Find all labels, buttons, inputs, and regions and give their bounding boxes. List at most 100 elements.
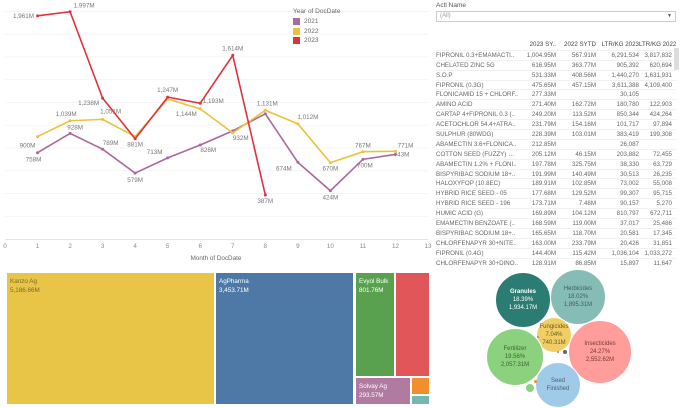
bubble-percent: 24.27% — [589, 349, 611, 355]
bubble-value: 1,934.17M — [508, 305, 538, 311]
cell-value: 115.42M — [572, 249, 596, 257]
cell-value: 325.75M — [571, 160, 596, 168]
table-scrollbar[interactable] — [674, 48, 679, 70]
cell-value: 118.70M — [572, 229, 596, 237]
cell-value: 567.91M — [571, 51, 596, 59]
table-row[interactable]: HALOXYFOP (10.8EC) 189.91M 102.85M 73,002 55… — [436, 178, 676, 188]
company-treemap: Kanzo Ag 5,186.66M AgPharma 3,453.71M Evyol … — [0, 268, 432, 407]
treemap-tile[interactable]: Solvay Ag 293.57M — [355, 377, 411, 405]
table-row[interactable]: CHLORFENAPYR 30+DINO.. 128.91M 86.85M 15,89… — [436, 257, 676, 268]
bubble-seed-finished[interactable]: Seed Finished — [535, 362, 581, 408]
data-point — [328, 189, 332, 193]
bubble-fungicides[interactable]: Fungicides 7.04% 740.31M — [536, 317, 572, 353]
chart-legend: Year of DocDate 2021 2022 2023 — [293, 8, 340, 46]
cell-value: 850,344 — [616, 111, 639, 119]
legend-swatch — [293, 18, 300, 26]
table-row[interactable]: EMAMECTIN BENZOATE (.. 168.59M 119.00M 37,0… — [436, 218, 676, 228]
table-row[interactable]: FIPRONIL (0.4G) 144.40M 115.42M 1,036,104 1,… — [436, 247, 676, 258]
treemap-tile[interactable] — [411, 395, 430, 405]
table-row[interactable]: COTTON SEED (FUZZY) KZ.. 205.12M 46.15M 203… — [436, 148, 676, 159]
col-ltr-kg-2022[interactable]: LTR/KG 2022 — [639, 41, 677, 48]
cell-value: 277.33M — [531, 91, 556, 99]
treemap-tile[interactable] — [395, 272, 430, 377]
x-tick-label: 3 — [101, 243, 105, 250]
small-bubble[interactable] — [534, 380, 537, 383]
data-point — [101, 147, 105, 151]
small-bubble[interactable] — [563, 350, 567, 354]
cell-value: 20,426 — [620, 239, 639, 247]
cell-value: 205.12M — [531, 150, 556, 158]
cell-value: 408.56M — [571, 71, 596, 79]
col-ltr-kg-2023[interactable]: LTR/KG 2023 — [601, 41, 639, 48]
treemap-tile[interactable]: AgPharma 3,453.71M — [215, 272, 354, 405]
cell-value: 38,330 — [620, 160, 639, 168]
table-row[interactable]: S.O.P 531.33M 408.56M 1,440,270 1,631,931 — [436, 69, 676, 80]
table-row[interactable]: CARTAP 4+FIPRONIL 0.3 (.. 249.20M 113.52M 8… — [436, 109, 676, 119]
product-name: S.O.P — [436, 71, 453, 79]
table-row[interactable]: CHLORFENAPYR 30+NITE.. 163.00M 233.79M 20,4… — [436, 237, 676, 248]
small-bubble[interactable] — [537, 336, 539, 338]
data-label: 579M — [127, 177, 143, 184]
cell-value: 129.52M — [571, 190, 596, 198]
tile-value: 5,186.66M — [10, 287, 40, 294]
cell-value: 475.65M — [531, 81, 556, 89]
table-row[interactable]: CHELATED ZINC 5G 616.95M 363.77M 905,392 620… — [436, 59, 676, 70]
data-point — [361, 157, 365, 161]
bubble-herbicides[interactable]: Herbicides 18.02% 1,895.31M — [550, 269, 606, 325]
treemap-tile[interactable] — [411, 377, 430, 395]
data-label: 1,193M — [203, 98, 224, 105]
table-row[interactable]: FIPRONIL 0.3+EMAMACTI.. 1,004.95M 567.91M 6… — [436, 49, 676, 60]
legend-item-2023[interactable]: 2023 — [293, 36, 340, 46]
legend-title: Year of DocDate — [293, 8, 341, 15]
table-row[interactable]: FLONICAMID 15 + CHLORF.. 277.33M 30,105 — [436, 89, 676, 99]
table-row[interactable]: ACETOCHLOR 54.4+ATRA.. 231.79M 154.16M 101,… — [436, 119, 676, 129]
cell-value: 113.52M — [572, 111, 596, 119]
small-bubble[interactable] — [526, 384, 534, 392]
table-row[interactable]: FIPRONIL (0.3G) 475.65M 457.15M 3,611,388 4,… — [436, 79, 676, 90]
x-tick-label: 9 — [296, 243, 300, 250]
product-name: FIPRONIL (0.3G) — [436, 81, 484, 89]
table-row[interactable]: SULPHUR (80WDG) 228.39M 103.01M 383,419 199,… — [436, 129, 676, 139]
data-label: 771M — [398, 142, 414, 149]
bubble-value: 1,895.31M — [563, 302, 593, 308]
cell-value: 30,105 — [620, 91, 639, 99]
data-point — [198, 143, 202, 147]
cell-value: 457.15M — [571, 81, 596, 89]
cell-value: 3,817,832 — [644, 51, 672, 59]
cell-value: 177.68M — [531, 190, 556, 198]
product-name: HYBRID RICE SEED - 196 — [436, 200, 511, 208]
table-row[interactable]: HYBRID RICE SEED - 196 173.71M 7.48M 90,157… — [436, 198, 676, 208]
col-2023-sytd[interactable]: 2023 SY.. — [529, 41, 556, 48]
treemap-tile[interactable]: Evyol Bulk 801.76M — [355, 272, 395, 377]
table-row[interactable]: BISPYRIBAC SODIUM 18+.. 165.65M 118.70M 20,… — [436, 227, 676, 238]
treemap-tile[interactable]: Kanzo Ag 5,186.66M — [6, 272, 215, 405]
bubble-granules[interactable]: Granules 18.39% 1,934.17M — [495, 272, 551, 328]
actl-name-dropdown[interactable]: (All) ▼ — [436, 11, 676, 22]
data-label: 1,997M — [74, 3, 95, 10]
cell-value: 30,513 — [620, 170, 639, 178]
bubble-fertilizer[interactable]: Fertilizer 19.56% 2,057.31M — [486, 328, 544, 386]
data-label: 670M — [323, 166, 339, 173]
cell-value: 1,033,272 — [644, 249, 672, 257]
data-label: 900M — [20, 143, 36, 150]
bubble-insecticides[interactable]: Insecticides 24.27% 2,552.62M — [568, 320, 632, 384]
table-row[interactable]: HUMIC ACID (G) 169.89M 104.12M 810,797 672,7… — [436, 208, 676, 218]
x-tick-label: 7 — [231, 243, 235, 250]
table-row[interactable]: ABAMECTIN 1.2% + FLONI.. 197.78M 325.75M 38… — [436, 158, 676, 169]
col-2022-sytd[interactable]: 2022 SYTD — [564, 41, 596, 48]
product-name: SULPHUR (80WDG) — [436, 131, 494, 139]
cell-value: 810,797 — [616, 210, 639, 218]
product-name: CHLORFENAPYR 30+NITE.. — [436, 239, 517, 247]
table-row[interactable]: AMINO ACID 271.40M 162.72M 180,780 122,903 — [436, 99, 676, 109]
legend-item-2021[interactable]: 2021 — [293, 17, 340, 27]
bubble-percent: 19.56% — [504, 354, 526, 360]
small-bubble[interactable] — [557, 351, 559, 353]
cell-value: 1,004.95M — [526, 51, 556, 59]
cell-value — [639, 90, 672, 99]
table-row[interactable]: ABAMECTIN 3.6+FLONICA.. 212.85M 26,087 — [436, 138, 676, 149]
table-row[interactable]: HYBRID RICE SEED - 05 177.68M 129.52M 99,30… — [436, 188, 676, 198]
x-tick-label: 11 — [360, 243, 367, 250]
table-row[interactable]: BISPYRIBAC SODIUM 18+.. 191.99M 140.49M 30,… — [436, 168, 676, 179]
cell-value: 383,419 — [616, 131, 639, 139]
legend-item-2022[interactable]: 2022 — [293, 27, 340, 37]
